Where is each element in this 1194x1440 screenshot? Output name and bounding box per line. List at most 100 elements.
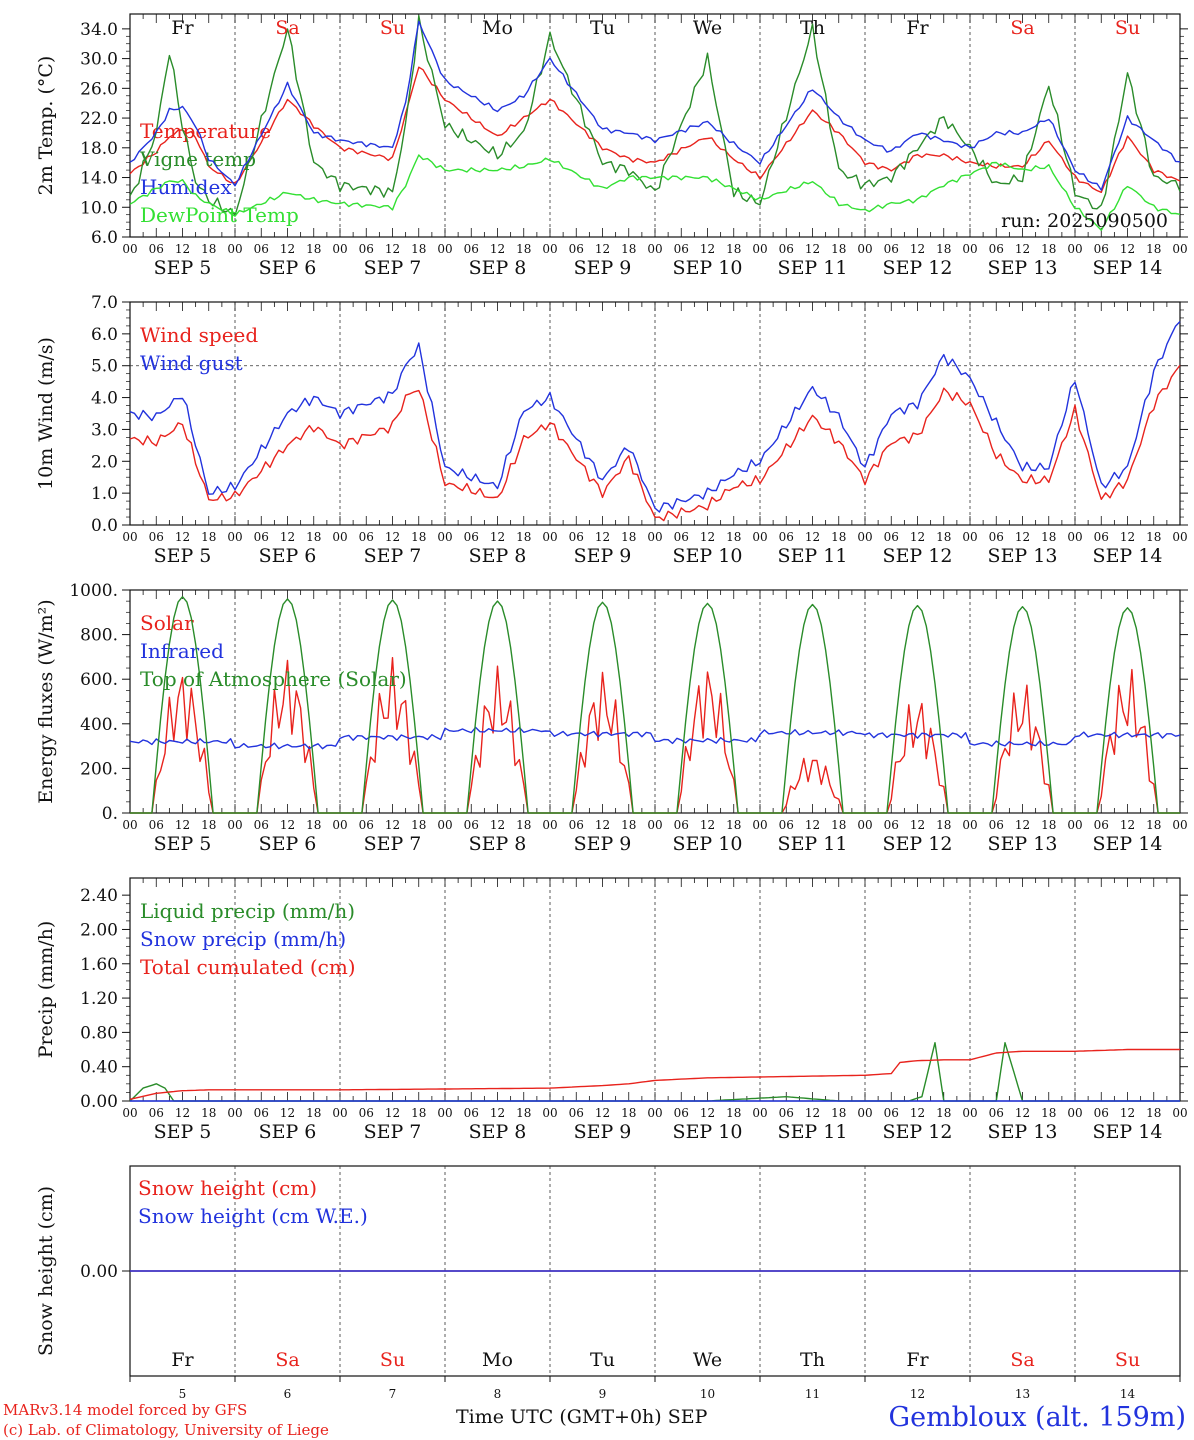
hour-tick-label: 12: [490, 530, 505, 544]
hour-tick-label: 06: [1094, 530, 1109, 544]
hour-tick-label: 00: [752, 818, 767, 832]
y-tick-label: 34.0: [80, 20, 118, 40]
hour-tick-label: 00: [752, 530, 767, 544]
hour-tick-label: 12: [1015, 818, 1030, 832]
date-label: SEP 13: [988, 833, 1058, 855]
hour-tick-label: 06: [254, 1106, 269, 1120]
hour-tick-label: 00: [122, 1106, 137, 1120]
date-label: SEP 11: [778, 257, 848, 279]
hour-tick-label: 06: [149, 242, 164, 256]
date-label: SEP 8: [469, 1121, 527, 1143]
hour-tick-label: 00: [542, 818, 557, 832]
weekday-label: Tu: [590, 17, 615, 39]
hour-tick-label: 00: [542, 242, 557, 256]
date-label: SEP 6: [259, 257, 317, 279]
hour-tick-label: 00: [1067, 530, 1082, 544]
hour-tick-label: 06: [464, 818, 479, 832]
y-tick-label: 6.0: [91, 325, 118, 345]
date-label: SEP 13: [988, 545, 1058, 567]
hour-tick-label: 06: [569, 242, 584, 256]
hour-tick-label: 06: [884, 1106, 899, 1120]
hour-tick-label: 18: [621, 818, 636, 832]
hour-tick-label: 06: [569, 530, 584, 544]
hour-tick-label: 06: [149, 1106, 164, 1120]
hour-tick-label: 12: [805, 242, 820, 256]
lab-credit: (c) Lab. of Climatology, University of L…: [3, 1421, 329, 1439]
series-line-humidex: [129, 20, 1181, 191]
weekday-label: Mo: [482, 1349, 513, 1371]
y-tick-label: 0.: [102, 804, 118, 824]
date-label: SEP 14: [1093, 257, 1163, 279]
station-name: Gembloux (alt. 159m): [888, 1402, 1186, 1433]
hour-tick-label: 00: [542, 530, 557, 544]
y-tick-label: 0.00: [80, 1262, 118, 1282]
legend-entry: DewPoint Temp: [140, 203, 299, 227]
y-tick-label: 30.0: [80, 50, 118, 70]
date-label: SEP 9: [574, 1121, 632, 1143]
hour-tick-label: 18: [726, 530, 741, 544]
hour-tick-label: 18: [201, 818, 216, 832]
hour-tick-label: 18: [411, 1106, 426, 1120]
date-label: SEP 7: [364, 833, 422, 855]
hour-tick-label: 18: [306, 1106, 321, 1120]
hour-tick-label: 18: [516, 242, 531, 256]
y-tick-label: 2.40: [80, 886, 118, 906]
date-label: SEP 6: [259, 545, 317, 567]
hour-tick-label: 18: [1146, 1106, 1161, 1120]
weekday-label: Su: [380, 17, 405, 39]
y-tick-label: 200.: [80, 759, 118, 779]
hour-tick-label: 00: [752, 242, 767, 256]
hour-tick-label: 06: [779, 242, 794, 256]
date-label: SEP 5: [154, 545, 212, 567]
hour-tick-label: 12: [175, 242, 190, 256]
weekday-label: Fr: [906, 17, 929, 39]
hour-tick-label: 18: [1041, 530, 1056, 544]
y-tick-label: 2.0: [91, 452, 118, 472]
hour-tick-label: 18: [201, 1106, 216, 1120]
hour-tick-label: 06: [779, 818, 794, 832]
hour-tick-label: 00: [542, 1106, 557, 1120]
hour-tick-label: 06: [779, 530, 794, 544]
y-tick-label: 1.60: [80, 955, 118, 975]
weekday-label: Mo: [482, 17, 513, 39]
hour-tick-label: 12: [700, 1106, 715, 1120]
hour-tick-label: 12: [1015, 530, 1030, 544]
date-label: SEP 9: [574, 833, 632, 855]
y-tick-label: 800.: [80, 626, 118, 646]
date-label: SEP 11: [778, 833, 848, 855]
y-axis-label: Energy fluxes (W/m²): [35, 599, 57, 803]
legend-entry: Wind speed: [140, 323, 258, 347]
hour-tick-label: 18: [516, 530, 531, 544]
hour-tick-label: 06: [1094, 1106, 1109, 1120]
hour-tick-label: 00: [962, 242, 977, 256]
hour-tick-label: 18: [936, 818, 951, 832]
date-label: SEP 8: [469, 257, 527, 279]
series-line-infrared: [129, 726, 1181, 750]
hour-tick-label: 06: [1094, 242, 1109, 256]
hour-tick-label: 18: [516, 818, 531, 832]
date-label: SEP 12: [883, 833, 953, 855]
hour-tick-label: 00: [227, 818, 242, 832]
hour-tick-label: 12: [700, 242, 715, 256]
date-label: SEP 7: [364, 545, 422, 567]
day-number-label: 5: [179, 1387, 187, 1400]
hour-tick-label: 18: [1041, 818, 1056, 832]
hour-tick-label: 12: [1015, 1106, 1030, 1120]
y-axis-label: 2m Temp. (°C): [35, 56, 57, 196]
hour-tick-label: 06: [989, 530, 1004, 544]
hour-tick-label: 18: [831, 1106, 846, 1120]
hour-tick-label: 12: [175, 1106, 190, 1120]
meteogram: 00 06 12 18 00 06 12 18 00 06 12 18 00 06 12 18 00 06 12 18…: [35, 13, 1188, 1400]
hour-tick-label: 00: [1067, 242, 1082, 256]
hour-tick-label: 12: [595, 530, 610, 544]
hour-tick-label: 06: [674, 1106, 689, 1120]
hour-tick-label: 06: [149, 530, 164, 544]
hour-tick-label: 18: [1146, 818, 1161, 832]
hour-tick-label: 18: [831, 530, 846, 544]
hour-tick-label: 12: [910, 242, 925, 256]
hour-tick-label: 18: [306, 242, 321, 256]
y-tick-label: 26.0: [80, 79, 118, 99]
y-tick-label: 5.0: [91, 357, 118, 377]
date-label: SEP 14: [1093, 1121, 1163, 1143]
hour-tick-label: 06: [254, 530, 269, 544]
